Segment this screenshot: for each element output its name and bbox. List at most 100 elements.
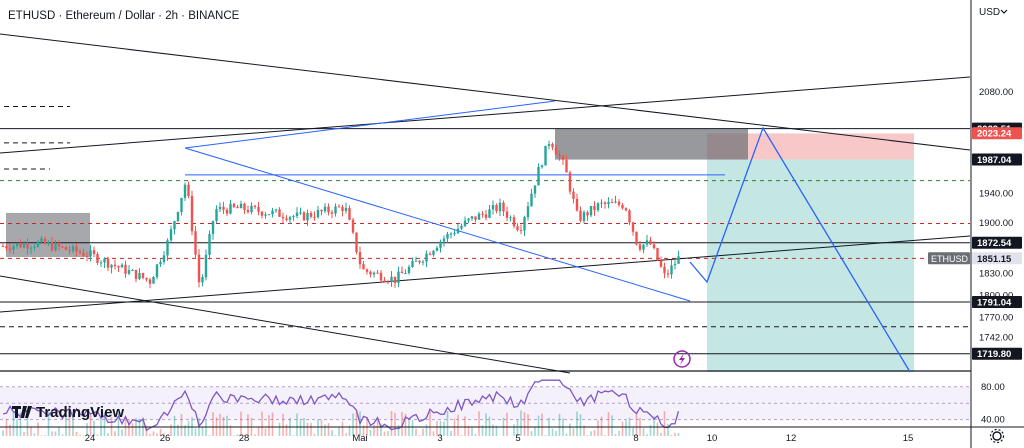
candle-body[interactable] bbox=[649, 240, 652, 245]
candle-body[interactable] bbox=[155, 264, 159, 277]
candle-body[interactable] bbox=[656, 248, 659, 261]
candle-body[interactable] bbox=[491, 205, 495, 210]
candle-body[interactable] bbox=[12, 246, 15, 250]
candle-body[interactable] bbox=[316, 209, 320, 218]
candle-body[interactable] bbox=[593, 205, 596, 211]
candle-body[interactable] bbox=[43, 238, 47, 244]
currency-selector[interactable]: USD bbox=[979, 7, 1008, 18]
candle-body[interactable] bbox=[526, 206, 530, 218]
candle-body[interactable] bbox=[470, 216, 474, 219]
candle-body[interactable] bbox=[124, 264, 127, 274]
candle-body[interactable] bbox=[148, 279, 152, 284]
candle-body[interactable] bbox=[610, 202, 614, 204]
candle-body[interactable] bbox=[558, 154, 561, 157]
candle-body[interactable] bbox=[106, 258, 110, 268]
candle-body[interactable] bbox=[190, 195, 194, 232]
candle-body[interactable] bbox=[544, 145, 547, 166]
candle-body[interactable] bbox=[348, 207, 351, 220]
candle-body[interactable] bbox=[358, 252, 362, 265]
candle-body[interactable] bbox=[281, 216, 285, 219]
candle-body[interactable] bbox=[467, 218, 470, 221]
candle-body[interactable] bbox=[176, 212, 180, 222]
candle-body[interactable] bbox=[474, 216, 477, 220]
candle-body[interactable] bbox=[463, 220, 467, 226]
candle-body[interactable] bbox=[411, 260, 414, 267]
candle-body[interactable] bbox=[295, 212, 299, 217]
candle-body[interactable] bbox=[582, 212, 586, 221]
candle-body[interactable] bbox=[614, 201, 617, 203]
candle-body[interactable] bbox=[659, 260, 663, 267]
candle-body[interactable] bbox=[40, 238, 43, 242]
candle-body[interactable] bbox=[208, 234, 211, 255]
candle-body[interactable] bbox=[442, 238, 446, 242]
candle-body[interactable] bbox=[652, 244, 656, 249]
candle-body[interactable] bbox=[414, 260, 418, 262]
candle-body[interactable] bbox=[600, 202, 603, 204]
candle-body[interactable] bbox=[96, 253, 99, 263]
candle-body[interactable] bbox=[99, 262, 103, 264]
candle-body[interactable] bbox=[15, 243, 19, 247]
candle-body[interactable] bbox=[222, 206, 225, 210]
candle-body[interactable] bbox=[120, 264, 124, 268]
candle-body[interactable] bbox=[624, 208, 628, 211]
candle-body[interactable] bbox=[351, 219, 355, 233]
candle-body[interactable] bbox=[572, 191, 575, 199]
candle-body[interactable] bbox=[554, 147, 558, 155]
candle-body[interactable] bbox=[565, 159, 568, 173]
candle-body[interactable] bbox=[323, 206, 327, 212]
candle-body[interactable] bbox=[481, 213, 484, 215]
candle-body[interactable] bbox=[82, 252, 85, 256]
candle-body[interactable] bbox=[92, 250, 96, 254]
candle-body[interactable] bbox=[71, 246, 75, 251]
candle-body[interactable] bbox=[180, 197, 183, 213]
candle-body[interactable] bbox=[152, 276, 155, 284]
candle-body[interactable] bbox=[110, 264, 113, 268]
candle-body[interactable] bbox=[292, 216, 295, 218]
chevron-down-icon[interactable] bbox=[1000, 9, 1008, 14]
candle-body[interactable] bbox=[390, 276, 393, 282]
candle-body[interactable] bbox=[425, 253, 428, 262]
candle-body[interactable] bbox=[631, 222, 635, 232]
candle-body[interactable] bbox=[285, 218, 288, 220]
candle-body[interactable] bbox=[355, 232, 358, 253]
candle-body[interactable] bbox=[449, 233, 453, 235]
candle-body[interactable] bbox=[372, 272, 376, 275]
candle-body[interactable] bbox=[78, 251, 82, 253]
candle-body[interactable] bbox=[134, 269, 138, 280]
candle-body[interactable] bbox=[253, 205, 257, 208]
candle-body[interactable] bbox=[617, 201, 621, 205]
candle-body[interactable] bbox=[607, 202, 610, 204]
candle-body[interactable] bbox=[187, 184, 190, 196]
candle-body[interactable] bbox=[575, 198, 579, 211]
candle-body[interactable] bbox=[173, 221, 176, 230]
candle-body[interactable] bbox=[274, 209, 278, 211]
candle-body[interactable] bbox=[453, 233, 456, 235]
candle-body[interactable] bbox=[635, 231, 638, 245]
candle-body[interactable] bbox=[211, 220, 215, 235]
candle-body[interactable] bbox=[117, 266, 120, 268]
candle-body[interactable] bbox=[537, 167, 540, 186]
candle-body[interactable] bbox=[113, 264, 117, 267]
candle-body[interactable] bbox=[22, 243, 26, 248]
candle-body[interactable] bbox=[386, 281, 390, 283]
candle-body[interactable] bbox=[103, 258, 106, 263]
candle-body[interactable] bbox=[365, 269, 369, 272]
candle-body[interactable] bbox=[519, 230, 523, 232]
candle-body[interactable] bbox=[131, 269, 134, 271]
candle-body[interactable] bbox=[166, 240, 169, 256]
candle-body[interactable] bbox=[257, 207, 260, 212]
candle-body[interactable] bbox=[603, 202, 607, 204]
candle-body[interactable] bbox=[344, 207, 348, 212]
candle-body[interactable] bbox=[330, 212, 334, 214]
candle-body[interactable] bbox=[666, 273, 670, 275]
candle-body[interactable] bbox=[432, 250, 435, 255]
candle-body[interactable] bbox=[596, 203, 600, 211]
currency-label[interactable]: USD bbox=[979, 7, 1000, 18]
candle-body[interactable] bbox=[341, 207, 344, 212]
candle-body[interactable] bbox=[204, 254, 208, 278]
candle-body[interactable] bbox=[26, 243, 29, 249]
candle-body[interactable] bbox=[477, 213, 481, 220]
candle-body[interactable] bbox=[498, 202, 502, 212]
candle-body[interactable] bbox=[68, 249, 71, 251]
candle-body[interactable] bbox=[236, 206, 239, 209]
